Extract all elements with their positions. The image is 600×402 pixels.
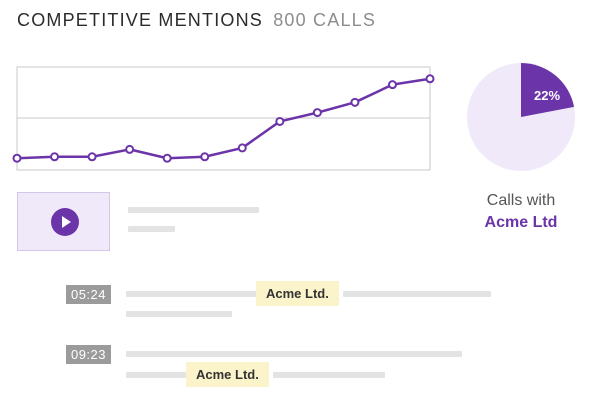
- data-point: [237, 143, 247, 153]
- play-icon[interactable]: [51, 208, 79, 236]
- pie-percent-label: 22%: [534, 88, 560, 103]
- title-text: COMPETITIVE MENTIONS: [17, 10, 264, 30]
- pie-slice: [521, 63, 575, 117]
- data-point: [87, 152, 97, 162]
- text-placeholder: [126, 311, 232, 317]
- pie-caption-line2: Acme Ltd: [484, 214, 558, 231]
- call-count: 800 CALLS: [273, 10, 377, 30]
- data-point: [12, 153, 22, 163]
- data-point: [275, 116, 285, 126]
- mention-highlight: Acme Ltd.: [256, 281, 339, 306]
- page-title: COMPETITIVE MENTIONS 800 CALLS: [17, 10, 376, 31]
- pie-caption-line1: Calls with: [486, 192, 556, 209]
- data-point: [350, 97, 360, 107]
- pie-caption: Calls with Acme Ltd: [466, 190, 576, 234]
- text-placeholder: [128, 207, 259, 213]
- mentions-line-chart: [12, 66, 435, 171]
- text-placeholder: [128, 226, 175, 232]
- mention-timestamp[interactable]: 05:24: [66, 285, 111, 304]
- data-point: [162, 153, 172, 163]
- text-placeholder: [273, 372, 385, 378]
- text-placeholder: [126, 372, 186, 378]
- data-point: [200, 152, 210, 162]
- acme-share-pie: 22%: [467, 63, 575, 171]
- text-placeholder: [126, 291, 256, 297]
- mention-timestamp[interactable]: 09:23: [66, 345, 111, 364]
- data-point: [125, 144, 135, 154]
- data-point: [387, 80, 397, 90]
- text-placeholder: [343, 291, 491, 297]
- mention-highlight: Acme Ltd.: [186, 362, 269, 387]
- data-point: [50, 152, 60, 162]
- data-point: [425, 74, 435, 84]
- data-point: [312, 108, 322, 118]
- video-thumbnail[interactable]: [17, 192, 110, 251]
- series-line: [16, 77, 431, 160]
- text-placeholder: [126, 351, 462, 357]
